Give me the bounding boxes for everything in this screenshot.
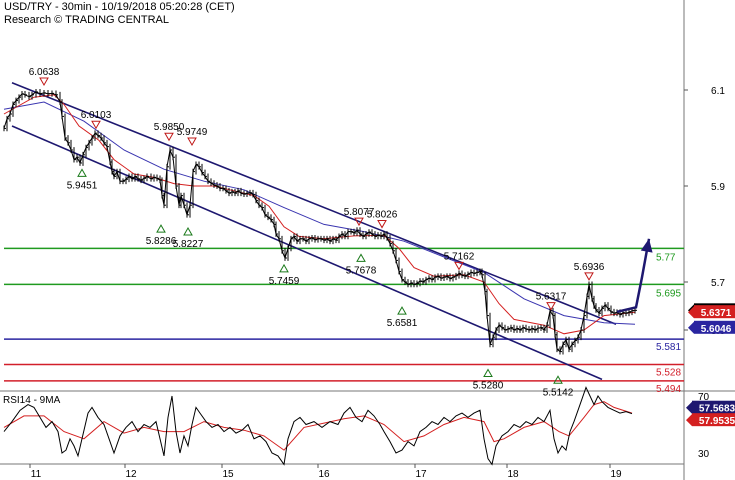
trough-marker [397,306,407,315]
x-tick-label: 18 [507,469,519,480]
peak-label: 6.0638 [29,67,60,78]
peak-label: 5.6317 [536,292,567,303]
resistance-label: 5.695 [656,288,681,299]
peak-label: 5.6936 [574,262,605,273]
svg-text:5.6046: 5.6046 [701,324,732,335]
price-bar [73,147,76,163]
arrow-head [640,238,653,253]
y-tick-label: 5.9 [711,182,725,193]
y-tick-label: 6.1 [711,86,725,97]
peak-marker [164,132,174,142]
ma-slow-line [3,101,636,325]
price-bar [24,90,27,98]
rsi-title: RSI14 - 9MA [3,395,61,406]
rsi-flag: 57.5683 [686,400,735,415]
trough-marker [356,253,366,262]
x-tick-label: 16 [318,469,330,480]
trough-label: 5.8286 [146,236,177,247]
rsi-tick-label: 70 [698,392,710,403]
peak-label: 5.7162 [444,251,475,262]
price-bar [39,89,42,97]
trough-label: 5.7678 [346,265,377,276]
rsi-line [3,386,633,466]
peak-marker [546,302,556,311]
price-bar [143,175,146,184]
trough-label: 5.8227 [173,239,204,250]
peak-marker [584,272,594,281]
peak-marker [377,220,387,229]
trough-label: 5.6581 [387,318,418,329]
trough-label: 5.7459 [269,276,300,287]
peak-marker [354,217,364,227]
price-bar [610,305,613,315]
trough-marker [156,224,166,233]
peak-label: 6.0103 [81,110,112,121]
x-tick-label: 12 [125,469,137,480]
x-tick-label: 11 [31,469,42,480]
price-bar [296,233,299,245]
chart-source: Research © TRADING CENTRAL [4,14,169,26]
svg-text:57.9535: 57.9535 [699,416,735,427]
price-flag: 5.6371 [688,305,735,319]
resistance-label: 5.77 [656,252,676,263]
ma-fast-line [3,94,636,335]
trough-marker [483,368,493,378]
peak-label: 5.9749 [177,127,208,138]
price-bar [192,168,195,209]
price-bar [498,322,501,333]
support-label: 5.494 [656,384,681,395]
channel-upper-line [11,82,617,325]
svg-text:5.6371: 5.6371 [701,308,732,319]
price-bar [628,309,631,317]
price-bar [21,90,24,101]
rsi-flag: 57.9535 [686,413,735,427]
support-label: 5.528 [656,368,681,379]
peak-marker [91,120,101,130]
y-tick-label: 5.7 [711,278,725,289]
projection-arrow [616,238,651,314]
price-line [3,91,636,353]
peak-label: 5.8077 [344,207,375,218]
peak-label: 5.8026 [367,210,398,221]
peak-marker [454,261,464,271]
chart-title: USD/TRY - 30min - 10/19/2018 05:20:28 (C… [4,1,235,13]
trough-label: 5.9451 [67,180,98,191]
trough-marker [77,168,87,177]
x-tick-label: 19 [610,469,622,480]
price-bar [467,271,470,280]
price-bar [537,325,540,333]
price-bar [195,161,198,175]
price-bar [347,228,350,240]
price-bar [525,324,528,332]
price-bar [434,274,437,283]
trough-marker [183,226,193,236]
svg-text:57.5683: 57.5683 [699,404,735,415]
x-tick-label: 17 [415,469,427,480]
trough-label: 5.5142 [543,387,574,398]
rsi-ma-line [3,401,633,451]
price-bar [507,326,510,333]
peak-marker [187,137,197,147]
peak-marker [39,77,49,87]
rsi-tick-label: 30 [698,449,710,460]
price-bar [119,168,122,185]
pivot-label: 5.581 [656,342,681,353]
channel-lower-line [11,125,603,381]
trough-marker [279,263,289,273]
trough-marker [553,375,563,384]
peak-label: 5.9850 [154,122,185,133]
price-flag: 5.6046 [688,320,735,335]
price-bar [210,178,213,186]
price-bar [156,174,159,182]
x-tick-label: 15 [222,469,234,480]
trough-label: 5.5280 [473,381,504,392]
price-bar [504,324,507,333]
